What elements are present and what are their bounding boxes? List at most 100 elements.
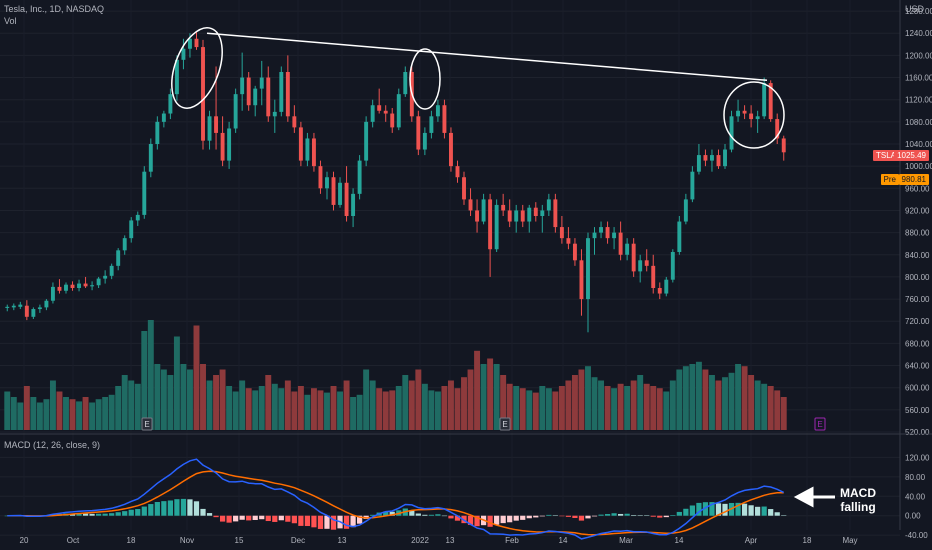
- price-tick-label: 1040.00: [905, 140, 932, 149]
- candle-body: [116, 250, 121, 266]
- volume-bar: [604, 386, 611, 430]
- macd-histogram-bar: [533, 515, 539, 518]
- peak-highlight-circle: [409, 48, 441, 110]
- macd-histogram-bar: [702, 502, 709, 516]
- candle-body: [664, 279, 669, 294]
- annotation-line-1: MACD: [840, 486, 876, 500]
- volume-bar: [761, 383, 768, 430]
- volume-bar: [219, 369, 226, 430]
- macd-histogram-bar: [781, 515, 787, 516]
- volume-bar: [480, 364, 487, 430]
- macd-histogram-bar: [448, 515, 454, 519]
- volume-bar: [239, 380, 246, 430]
- candle-body: [272, 111, 277, 117]
- volume-bar: [200, 364, 206, 430]
- macd-histogram-bar: [741, 503, 748, 516]
- candle-body: [57, 286, 62, 291]
- candle-body: [351, 193, 356, 216]
- volume-bar: [95, 399, 102, 430]
- macd-histogram-bar: [213, 515, 219, 518]
- price-tick-label: 640.00: [905, 362, 930, 371]
- volume-bar: [115, 386, 122, 430]
- candle-body: [540, 210, 545, 216]
- macd-histogram-bar: [161, 501, 167, 516]
- volume-bar: [36, 402, 43, 430]
- candle-body: [442, 105, 447, 133]
- volume-bar: [82, 397, 89, 430]
- macd-falling-annotation: MACD falling: [840, 486, 876, 514]
- macd-histogram-bar: [206, 513, 213, 516]
- candle-body: [331, 177, 336, 205]
- candle-body: [161, 113, 166, 122]
- macd-histogram-bar: [252, 515, 258, 520]
- candle-body: [253, 88, 258, 106]
- macd-histogram-bar: [317, 515, 324, 529]
- volume-bar: [506, 383, 513, 430]
- volume-bar: [408, 380, 415, 430]
- candle-body: [501, 204, 506, 211]
- macd-histogram-bar: [735, 502, 741, 516]
- macd-histogram-bar: [494, 515, 500, 525]
- macd-histogram-bar: [357, 515, 363, 524]
- earnings-marker-label: E: [817, 420, 822, 429]
- candle-body: [338, 182, 342, 205]
- volume-bar: [695, 361, 702, 430]
- volume-bar: [369, 380, 376, 430]
- volume-bar: [128, 380, 135, 430]
- macd-histogram-bar: [663, 515, 669, 518]
- macd-tick-label: 0.00: [905, 512, 921, 521]
- earnings-marker: [141, 417, 153, 431]
- volume-bar: [167, 375, 174, 430]
- candle-body: [318, 166, 323, 189]
- volume-bar: [421, 383, 428, 430]
- candle-body: [103, 275, 108, 279]
- macd-histogram-bar: [428, 514, 434, 516]
- volume-bar: [434, 391, 441, 430]
- volume-bar: [30, 397, 37, 430]
- volume-bar: [454, 388, 461, 430]
- macd-histogram-bar: [291, 515, 297, 524]
- volume-bar: [558, 386, 565, 430]
- currency-label: USD: [905, 4, 925, 14]
- candle-body: [279, 72, 284, 112]
- candle-body: [475, 210, 480, 222]
- macd-histogram-bar: [768, 509, 774, 516]
- volume-bar: [682, 366, 689, 430]
- volume-bar: [265, 375, 272, 430]
- macd-histogram-bar: [761, 506, 767, 516]
- candle-body: [174, 59, 179, 95]
- volume-bar: [89, 402, 96, 430]
- macd-histogram-bar: [546, 514, 552, 516]
- volume-bar: [532, 392, 539, 430]
- volume-bar: [722, 377, 728, 430]
- macd-histogram-bar: [96, 513, 102, 516]
- candle-body: [383, 110, 388, 114]
- macd-histogram-bar: [676, 511, 682, 516]
- volume-bar: [376, 388, 383, 430]
- x-tick-label: 13: [446, 536, 455, 545]
- volume-bar: [585, 366, 591, 430]
- macd-histogram-bar: [370, 514, 376, 516]
- macd-histogram-bar: [122, 511, 128, 516]
- volume-bar: [617, 383, 624, 430]
- candle-body: [553, 199, 558, 228]
- macd-histogram-bar: [709, 502, 715, 516]
- price-tick-label: 840.00: [905, 251, 930, 260]
- volume-bar: [324, 392, 330, 430]
- macd-histogram-bar: [128, 509, 134, 516]
- candle-body: [31, 309, 36, 317]
- macd-panel: [4, 458, 787, 540]
- candle-body: [520, 210, 525, 222]
- candle-body: [742, 110, 747, 114]
- volume-bar: [363, 369, 370, 430]
- candle-body: [220, 132, 225, 161]
- macd-histogram-bar: [148, 504, 154, 516]
- volume-bar: [10, 397, 17, 430]
- volume-bar: [578, 369, 585, 430]
- macd-histogram-bar: [748, 505, 754, 516]
- candle-body: [201, 47, 205, 141]
- volume-bar: [519, 388, 526, 430]
- volume-bar: [637, 375, 644, 430]
- volume-bar: [441, 386, 448, 430]
